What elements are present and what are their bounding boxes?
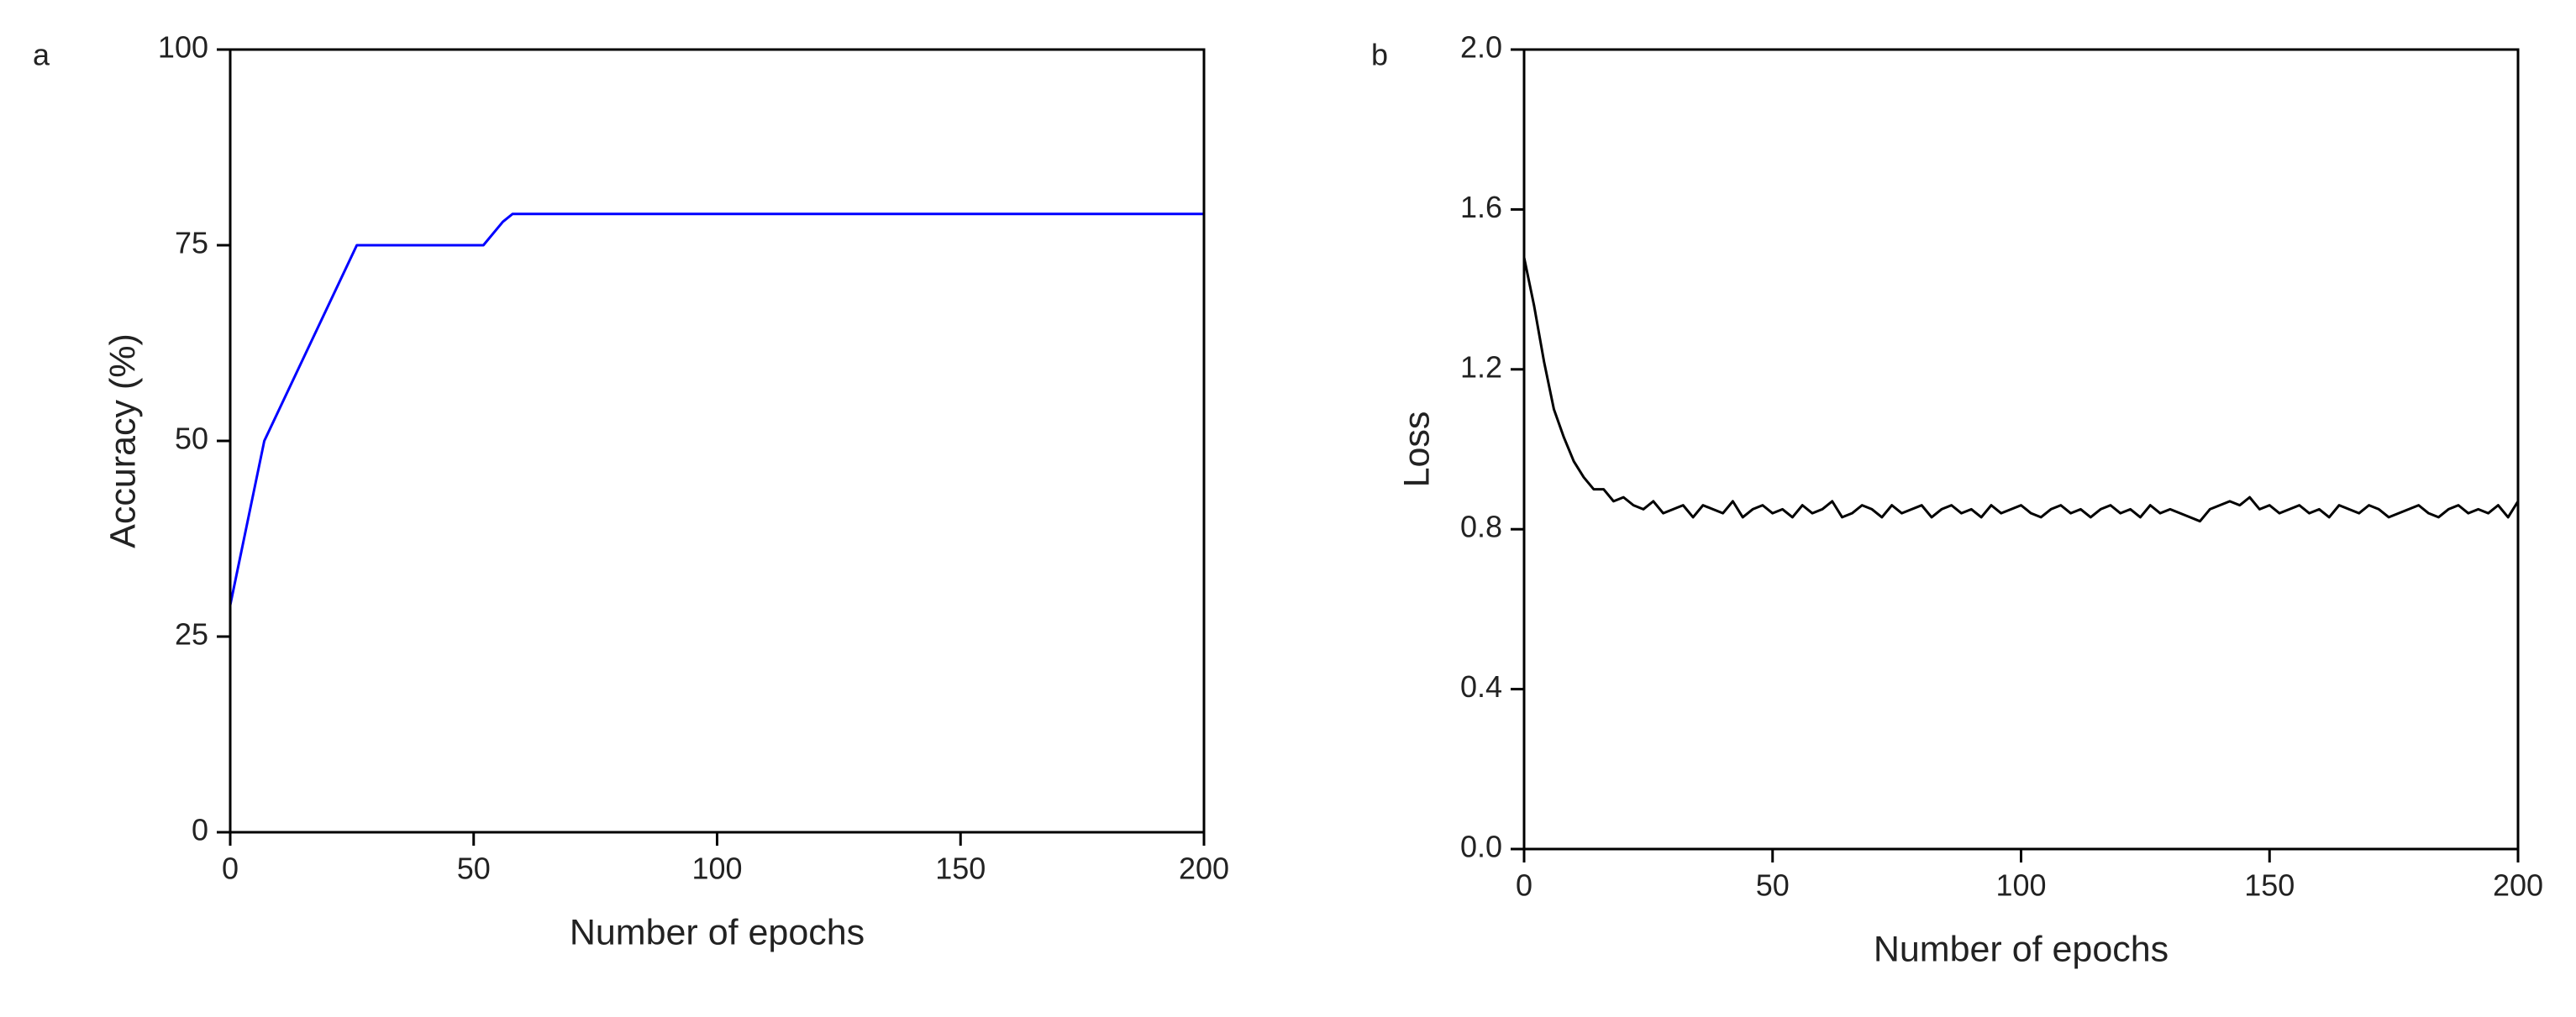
panel-label: a	[33, 38, 50, 72]
y-tick-label: 0	[192, 813, 208, 847]
y-tick-label: 0.0	[1460, 830, 1502, 864]
panel-label: b	[1371, 38, 1388, 72]
y-tick-label: 1.6	[1460, 190, 1502, 224]
plot-frame	[1522, 48, 2520, 851]
y-tick-label: 75	[175, 226, 208, 260]
y-axis-title: Loss	[1396, 412, 1437, 488]
y-tick-label: 0.8	[1460, 510, 1502, 544]
x-tick-label: 150	[2244, 868, 2295, 903]
y-tick-label: 25	[175, 617, 208, 652]
y-tick-label: 2.0	[1460, 30, 1502, 65]
x-tick-label: 150	[935, 852, 986, 886]
x-tick-label: 0	[222, 852, 239, 886]
data-line	[229, 212, 1204, 606]
y-tick-label: 1.2	[1460, 349, 1502, 384]
x-tick-label: 50	[457, 852, 491, 886]
x-axis-title: Number of epochs	[570, 912, 865, 952]
x-tick-label: 100	[691, 852, 742, 886]
plot-frame	[229, 48, 1206, 834]
y-tick-label: 0.4	[1460, 669, 1502, 704]
y-tick-label: 100	[158, 30, 208, 65]
y-tick-label: 50	[175, 422, 208, 456]
x-tick-label: 0	[1516, 868, 1532, 903]
y-axis-title: Accuracy (%)	[103, 333, 143, 548]
x-tick-label: 50	[1756, 868, 1790, 903]
x-tick-label: 200	[1179, 852, 1229, 886]
x-tick-label: 200	[2493, 868, 2543, 903]
x-tick-label: 100	[1995, 868, 2046, 903]
data-line	[1522, 257, 2520, 523]
x-axis-title: Number of epochs	[1874, 929, 2169, 969]
